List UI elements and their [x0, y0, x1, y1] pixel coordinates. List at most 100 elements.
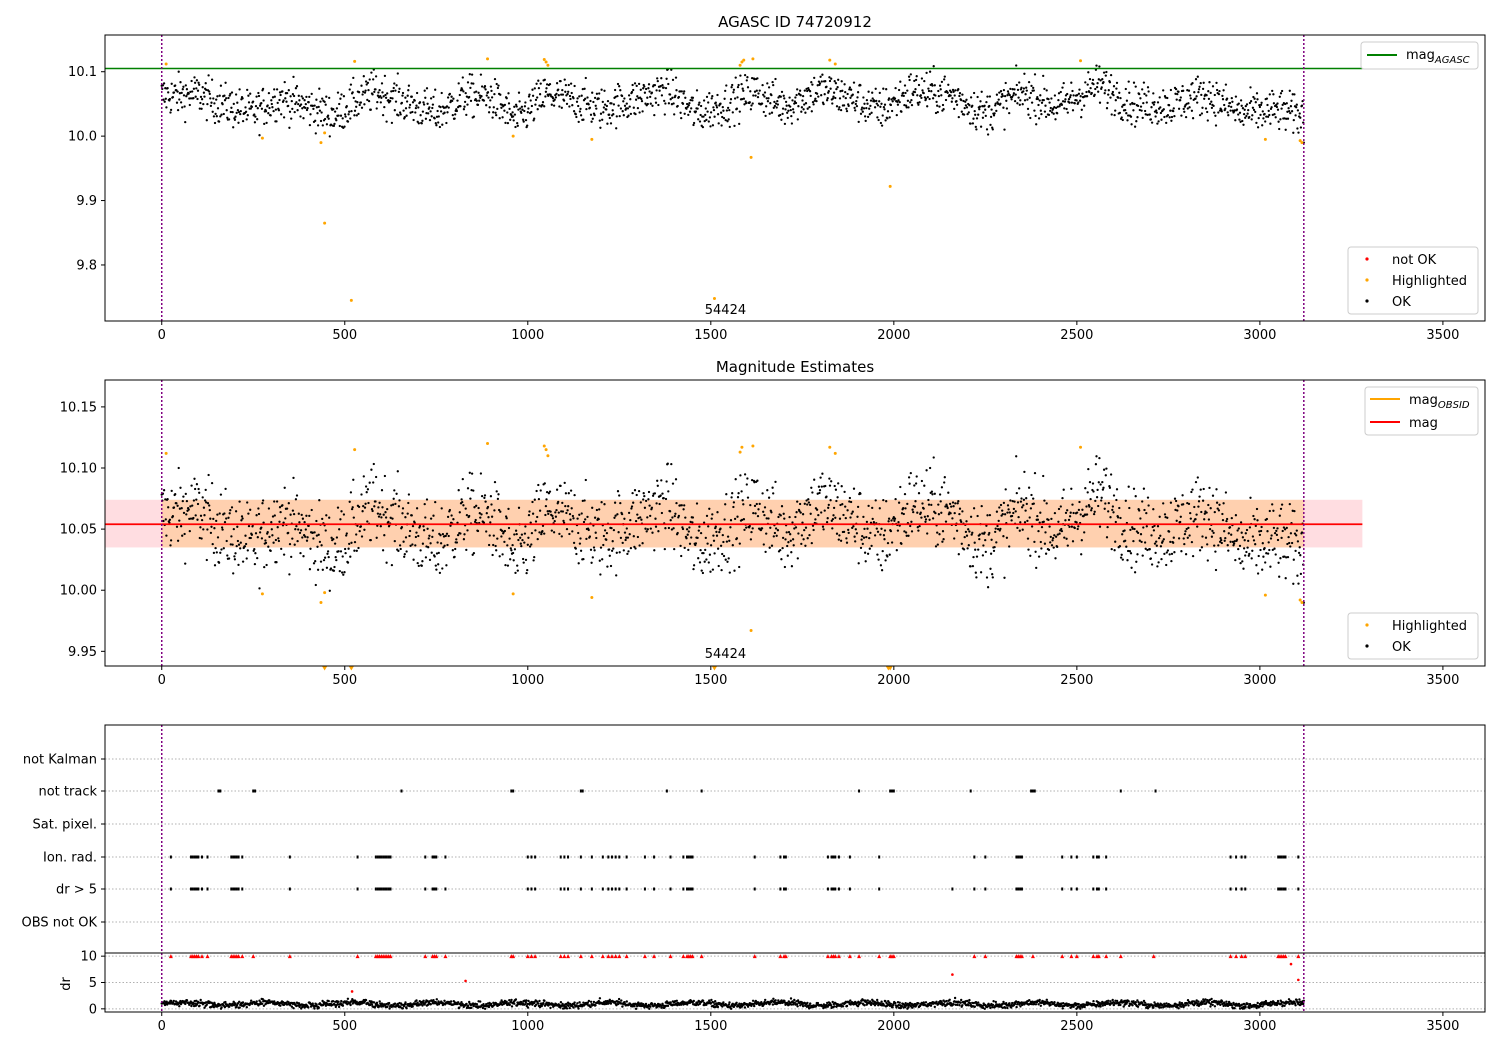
- highlighted-point: [1263, 137, 1267, 141]
- ok-point: [904, 91, 907, 95]
- ok-point: [972, 91, 976, 95]
- ok-point: [776, 529, 780, 532]
- ok-point: [241, 560, 245, 563]
- flag-mark: [834, 855, 837, 859]
- ok-point: [279, 510, 282, 514]
- ok-point: [559, 484, 562, 488]
- ok-point: [801, 513, 805, 516]
- ok-point: [623, 97, 626, 100]
- ok-point: [1095, 85, 1099, 89]
- ok-point: [931, 97, 935, 100]
- ok-point: [1063, 107, 1066, 110]
- ok-point: [1149, 118, 1153, 121]
- ok-point: [753, 481, 756, 484]
- ok-point: [653, 492, 657, 495]
- ok-point: [247, 101, 251, 104]
- ok-point: [1091, 482, 1095, 485]
- ok-point: [900, 542, 903, 545]
- ok-point: [743, 73, 747, 77]
- ok-point: [741, 499, 744, 502]
- ok-point: [206, 502, 210, 505]
- ok-point: [359, 525, 363, 528]
- ok-point: [321, 124, 324, 127]
- ok-point: [1143, 109, 1147, 113]
- ok-point: [810, 110, 813, 113]
- ok-point: [785, 104, 788, 107]
- ok-point: [205, 558, 208, 562]
- ok-point: [220, 113, 223, 116]
- ok-point: [883, 103, 887, 106]
- ok-point: [389, 99, 392, 103]
- ok-point: [295, 524, 298, 528]
- flag-mark: [206, 887, 209, 891]
- ok-point: [324, 529, 327, 532]
- dr-point: [375, 1001, 379, 1004]
- ok-point: [1197, 90, 1200, 94]
- ok-point: [251, 100, 255, 103]
- ok-point: [787, 530, 791, 534]
- ok-point: [808, 105, 811, 109]
- ok-point: [746, 76, 749, 79]
- ok-point: [184, 120, 187, 124]
- ok-point: [865, 535, 868, 539]
- ok-point: [904, 531, 908, 534]
- ok-point: [268, 535, 271, 539]
- ok-point: [1197, 88, 1201, 91]
- ok-point: [782, 512, 785, 515]
- ok-point: [944, 520, 948, 523]
- ok-point: [589, 548, 593, 551]
- ok-point: [965, 98, 968, 101]
- ok-point: [356, 524, 359, 527]
- ok-point: [1132, 539, 1135, 543]
- ok-point: [1227, 104, 1230, 108]
- ok-point: [972, 507, 976, 510]
- ok-point: [965, 106, 969, 109]
- ok-point: [898, 100, 901, 104]
- ok-point: [912, 93, 915, 97]
- ok-point: [1150, 121, 1154, 124]
- ok-point: [1295, 103, 1298, 106]
- legend-not-ok-marker: [1365, 257, 1369, 261]
- ok-point: [232, 102, 235, 106]
- ok-point: [323, 117, 327, 121]
- ok-point: [775, 534, 778, 537]
- ok-point: [820, 485, 823, 488]
- ok-point: [719, 527, 722, 530]
- ok-point: [958, 507, 962, 510]
- ok-point: [788, 96, 791, 99]
- ok-point: [582, 520, 586, 524]
- ok-point: [421, 110, 425, 113]
- ok-point: [695, 89, 699, 92]
- dr-point: [524, 1001, 527, 1004]
- flag-mark: [206, 855, 209, 859]
- ok-point: [340, 571, 344, 574]
- ok-point: [903, 492, 907, 496]
- ok-point: [723, 518, 726, 521]
- ok-point: [957, 553, 960, 556]
- ok-point: [1228, 526, 1232, 529]
- ok-point: [704, 536, 707, 540]
- ok-point: [592, 100, 595, 104]
- ok-point: [824, 484, 827, 488]
- ok-point: [749, 538, 753, 541]
- dr-point: [443, 999, 446, 1002]
- ok-point: [1021, 103, 1024, 106]
- ok-point: [269, 114, 272, 117]
- ok-point: [767, 97, 770, 100]
- ok-point: [483, 85, 487, 88]
- ok-point: [621, 541, 624, 545]
- ok-point: [1027, 486, 1031, 489]
- ok-point: [1030, 84, 1033, 88]
- ok-point: [680, 116, 683, 120]
- ok-point: [957, 115, 960, 119]
- ok-point: [707, 561, 710, 564]
- ok-point: [1239, 99, 1243, 102]
- highlighted-points-layer: [164, 57, 1304, 302]
- ok-point: [1042, 74, 1045, 78]
- ok-point: [619, 536, 623, 540]
- ok-point: [716, 511, 719, 514]
- ok-point: [587, 103, 590, 106]
- ok-point: [1098, 65, 1101, 68]
- ok-point: [215, 98, 218, 101]
- ok-point: [576, 97, 579, 100]
